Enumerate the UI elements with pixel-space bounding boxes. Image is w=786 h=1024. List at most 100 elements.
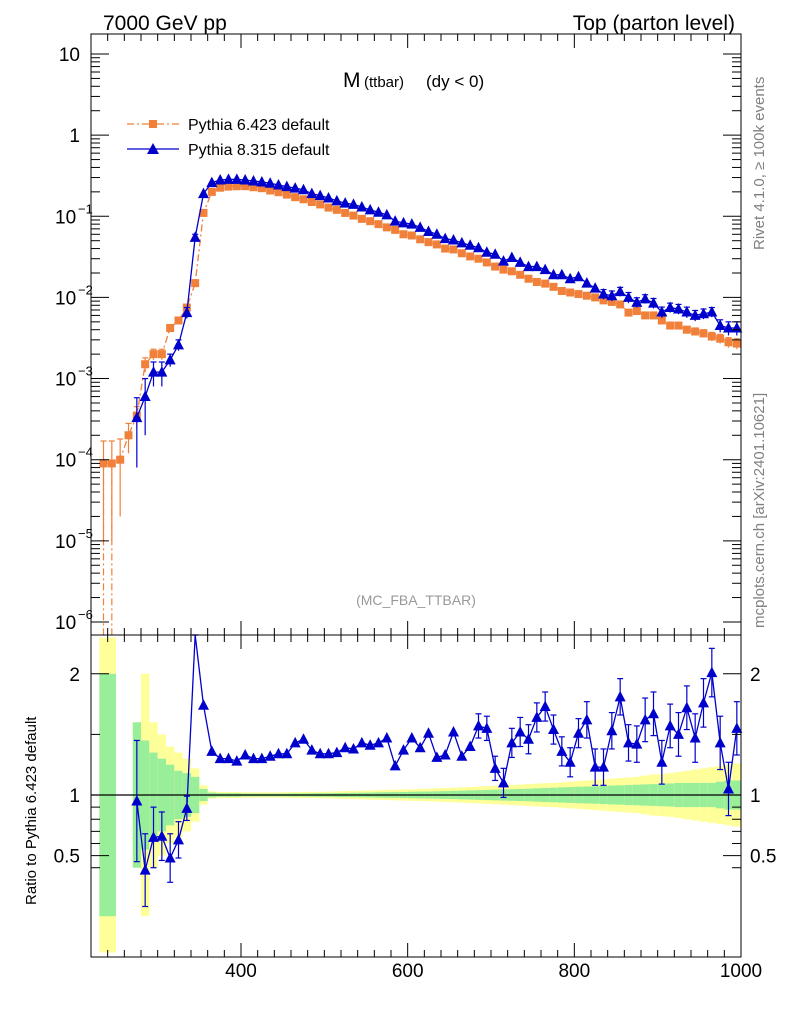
ratio-point (281, 747, 293, 759)
pythia6-point (466, 252, 475, 261)
ratio-point (264, 750, 276, 761)
ratio-x-tick-label: 800 (558, 961, 590, 982)
ratio-point (231, 755, 243, 766)
pythia6-point (524, 274, 533, 283)
ratio-point (714, 736, 726, 748)
ratio-point (239, 749, 251, 760)
main-y-tick-exponent: −3 (78, 364, 93, 379)
pythia8-point (614, 285, 626, 297)
ratio-point (139, 864, 151, 875)
pythia8-point (581, 277, 593, 288)
pythia6-point (116, 455, 125, 464)
pythia8-point (289, 182, 301, 193)
pythia8-point (364, 203, 376, 215)
header-left: 7000 GeV pp (103, 12, 227, 35)
pythia6-point (432, 240, 441, 249)
pythia6-point (607, 297, 616, 306)
pythia6-point (282, 190, 291, 199)
ratio-y-tick-label-right: 1 (750, 786, 761, 807)
pythia8-point (423, 225, 434, 236)
pythia6-point (657, 316, 666, 325)
pythia8-point (139, 390, 151, 402)
main-y-tick-exponent: −4 (78, 445, 93, 460)
ratio-point (164, 852, 176, 863)
ratio-y-tick-label: 0.5 (54, 847, 80, 868)
ratio-point (148, 831, 159, 842)
legend-marker-square (149, 120, 157, 128)
ratio-frame (90, 634, 742, 958)
ratio-point (573, 727, 584, 738)
main-y-tick-label: 10 (55, 207, 76, 228)
ratio-point (648, 707, 659, 719)
pythia8-point (281, 180, 293, 192)
ratio-point (181, 802, 193, 813)
ratio-y-tick-label-right: 0.5 (750, 847, 776, 868)
pythia6-point (449, 245, 458, 254)
ratio-point (564, 756, 576, 767)
ratio-point (356, 736, 368, 748)
pythia8-point (173, 338, 184, 350)
pythia6-point (541, 279, 550, 288)
legend-item-pythia6: Pythia 6.423 default (127, 117, 330, 134)
pythia6-point (341, 208, 350, 217)
pythia6-point (366, 217, 375, 226)
ratio-point (656, 756, 668, 767)
ratio-point (623, 736, 634, 748)
pythia6-point (307, 197, 316, 206)
ratio-point (706, 666, 718, 678)
pythia8-point (589, 282, 601, 293)
legend: Pythia 6.423 default Pythia 8.315 defaul… (127, 117, 330, 159)
ratio-point (523, 733, 534, 744)
pythia6-point (332, 205, 341, 214)
pythia8-point (431, 228, 443, 239)
ratio-band-gap (116, 635, 133, 957)
pythia6-point (507, 267, 516, 276)
main-y-tick-label: 10 (55, 288, 76, 309)
ratio-point (248, 752, 259, 764)
pythia6-point (641, 311, 650, 320)
pythia8-point (648, 297, 659, 308)
pythia6-point (174, 316, 183, 325)
pythia6-point (574, 290, 583, 299)
pythia8-point (306, 187, 318, 199)
pythia6-point (699, 329, 708, 338)
pythia8-point (489, 248, 501, 259)
pythia6-point (666, 321, 675, 330)
pythia8-point (564, 272, 576, 284)
ratio-point (314, 747, 326, 759)
ratio-point (406, 732, 418, 743)
ratio-point (398, 744, 409, 755)
pythia8-point (481, 246, 493, 257)
main-y-tick-label: 10 (55, 451, 76, 472)
pythia6-point (224, 182, 233, 191)
pythia6-point (557, 286, 566, 295)
pythia8-point (406, 218, 418, 229)
ratio-point (481, 722, 493, 733)
ratio-point (639, 713, 651, 725)
pythia8-point (164, 353, 176, 365)
pythia8-point (439, 232, 451, 244)
main-y-tick-label: 10 (55, 532, 76, 553)
pythia6-point (691, 327, 700, 336)
ratio-point (389, 759, 401, 771)
pythia6-point (441, 244, 450, 253)
pythia8-point (198, 187, 209, 199)
pythia8-point (448, 234, 459, 245)
pythia8-point (264, 177, 276, 188)
pythia6-point (249, 183, 258, 192)
pythia8-point (656, 306, 668, 317)
rivet-version-label: Rivet 4.1.0, ≥ 100k events (751, 77, 768, 250)
pythia8-point (189, 231, 201, 242)
pythia8-point (556, 268, 568, 280)
pythia8-point (506, 251, 518, 263)
pythia8-point (331, 194, 343, 206)
ratio-point (198, 699, 209, 710)
pythia6-point (324, 203, 333, 212)
pythia6-point (624, 308, 633, 317)
main-y-tick-label: 10 (55, 613, 76, 634)
pythia6-point (382, 223, 391, 232)
ratio-point (348, 742, 359, 754)
ratio-point (439, 749, 451, 760)
pythia8-point (298, 183, 309, 195)
pythia8-point (223, 173, 234, 184)
